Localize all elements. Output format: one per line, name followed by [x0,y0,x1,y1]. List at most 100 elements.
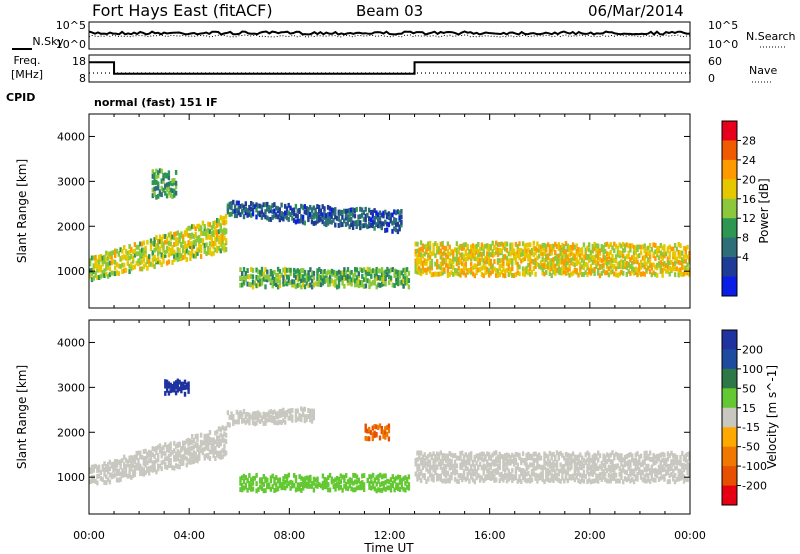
velocity-cell [114,466,117,472]
power-cell [527,262,530,268]
power-cell [267,205,271,210]
power-cell [622,253,625,259]
power-cell [554,268,557,274]
velocity-cell [530,468,534,474]
velocity-cell [563,464,566,469]
power-colorbar-block [722,179,737,200]
velocity-cell [434,454,437,459]
velocity-cell [267,482,271,488]
power-cell [130,266,133,272]
power-cell [541,251,544,257]
velocity-colorbar-blocks [721,329,738,506]
power-cell [309,275,312,281]
power-cell [267,216,271,222]
power-cell [414,241,417,247]
velocity-cell [441,467,444,472]
velocity-cell [248,481,251,486]
power-cell [300,273,303,279]
velocity-cell [611,450,614,456]
velocity-cell [239,414,242,419]
power-cell [144,252,147,258]
power-cell [314,213,317,219]
power-cell [312,221,315,226]
velocity-cell [545,453,548,459]
power-cell [362,284,366,289]
velocity-cell [446,470,450,476]
velocity-cell [92,478,95,483]
velocity-cell [502,466,505,472]
velocity-cell [622,467,625,473]
power-cell [489,244,493,250]
velocity-cell [672,458,675,464]
power-cell [162,173,165,178]
velocity-cell [405,484,409,490]
power-cell [160,236,163,242]
velocity-cell [271,410,274,416]
power-cell [584,252,587,258]
velocity-cell [269,409,273,414]
power-cell [128,255,131,261]
velocity-cell [378,423,382,429]
power-cell [620,243,623,249]
velocity-cell [414,461,417,467]
power-cell [575,256,578,262]
power-cell [538,244,541,250]
power-cell [185,243,188,249]
power-cell [171,234,174,240]
power-cell [273,269,276,275]
power-cell [552,259,555,265]
power-cell [357,279,360,284]
velocity-cell [140,471,144,476]
power-cell [672,266,675,272]
power-cell [375,276,378,281]
velocity-cell [484,474,487,480]
velocity-cell [548,459,552,465]
velocity-cell [296,408,299,414]
power-cell [677,249,680,255]
velocity-cell [217,443,221,448]
velocity-cell [595,453,598,459]
power-cell [580,264,584,270]
power-cell [176,241,179,246]
velocity-cell [285,409,289,415]
power-cell [217,245,221,251]
power-cell [629,247,632,253]
power-cell [593,257,596,263]
velocity-cell [645,478,648,484]
velocity-cell [219,450,222,456]
power-cell [523,256,527,261]
power-cell [425,243,428,249]
velocity-cell [495,450,498,456]
velocity-cell [255,481,258,487]
power-cell [196,223,199,229]
power-cell [563,252,566,258]
power-cell [325,271,328,276]
time-tick-label: 16:00 [474,529,506,542]
power-cell [244,275,247,281]
power-cell [495,273,498,278]
velocity-cell [511,473,514,479]
power-cell [373,269,377,274]
velocity-cell [505,455,509,461]
velocity-cell [183,391,187,397]
velocity-cell [210,437,213,443]
power-cell [684,258,687,264]
velocity-cell [448,451,451,456]
power-cell [430,265,433,271]
velocity-cell [607,453,611,459]
velocity-cell [314,483,317,489]
velocity-cell [293,483,296,488]
velocity-cell [582,463,586,469]
power-cell [219,227,222,233]
power-cell [518,247,521,253]
power-cell [255,283,258,289]
power-cell [353,208,357,213]
velocity-cell [514,475,518,480]
velocity-cell [133,459,137,465]
power-cell [580,250,584,256]
velocity-cell [289,415,292,421]
power-cell [623,243,627,249]
velocity-cell [650,468,653,474]
